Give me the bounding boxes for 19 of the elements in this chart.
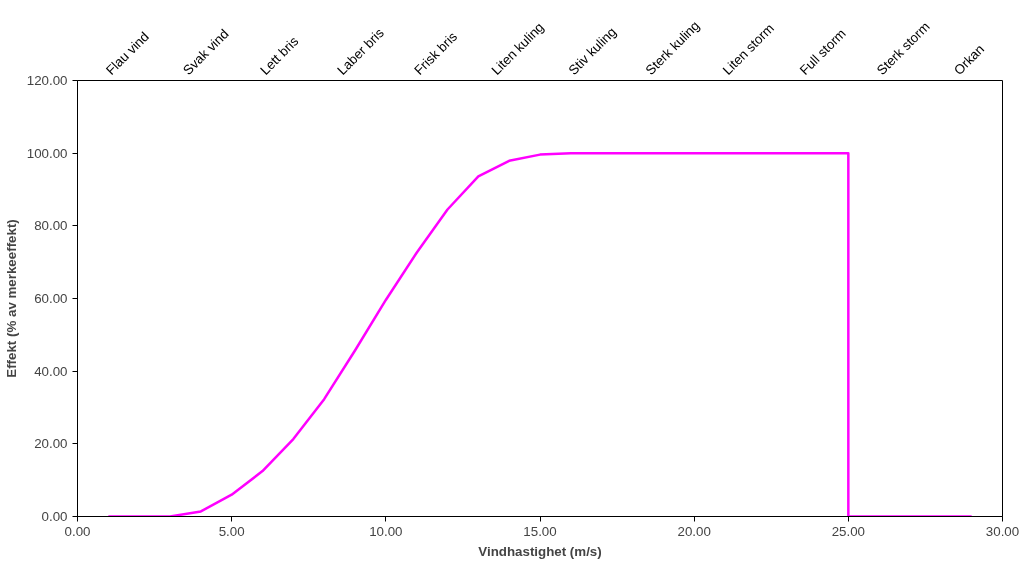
text: Flau vind <box>103 28 152 78</box>
y-tick-label: 120.00 <box>26 73 68 88</box>
x-tick-label: 30.00 <box>985 523 1020 539</box>
x-tick-label: 15.00 <box>523 523 557 539</box>
x-tick-label: 20.00 <box>677 523 711 539</box>
y-axis-title: Effekt (% av merkeeffekt) <box>3 219 19 378</box>
text: Lett bris <box>257 33 302 78</box>
y-tick-label: 20.00 <box>34 436 68 452</box>
x-tick-label: 25.00 <box>831 523 866 539</box>
x-axis-title: Vindhastighet (m/s) <box>478 543 602 559</box>
y-tick-label: 60.00 <box>34 291 68 306</box>
y-tick-label: 40.00 <box>34 363 68 379</box>
y-tick-label: 80.00 <box>34 218 68 234</box>
x-tick-label: 5.00 <box>218 523 245 539</box>
x-tick-label: 10.00 <box>369 523 403 539</box>
y-tick-label: 100.00 <box>26 145 68 161</box>
x-tick-label: 0.00 <box>64 523 91 539</box>
line-series <box>107 151 973 517</box>
y-tick-label: 0.00 <box>41 509 68 524</box>
